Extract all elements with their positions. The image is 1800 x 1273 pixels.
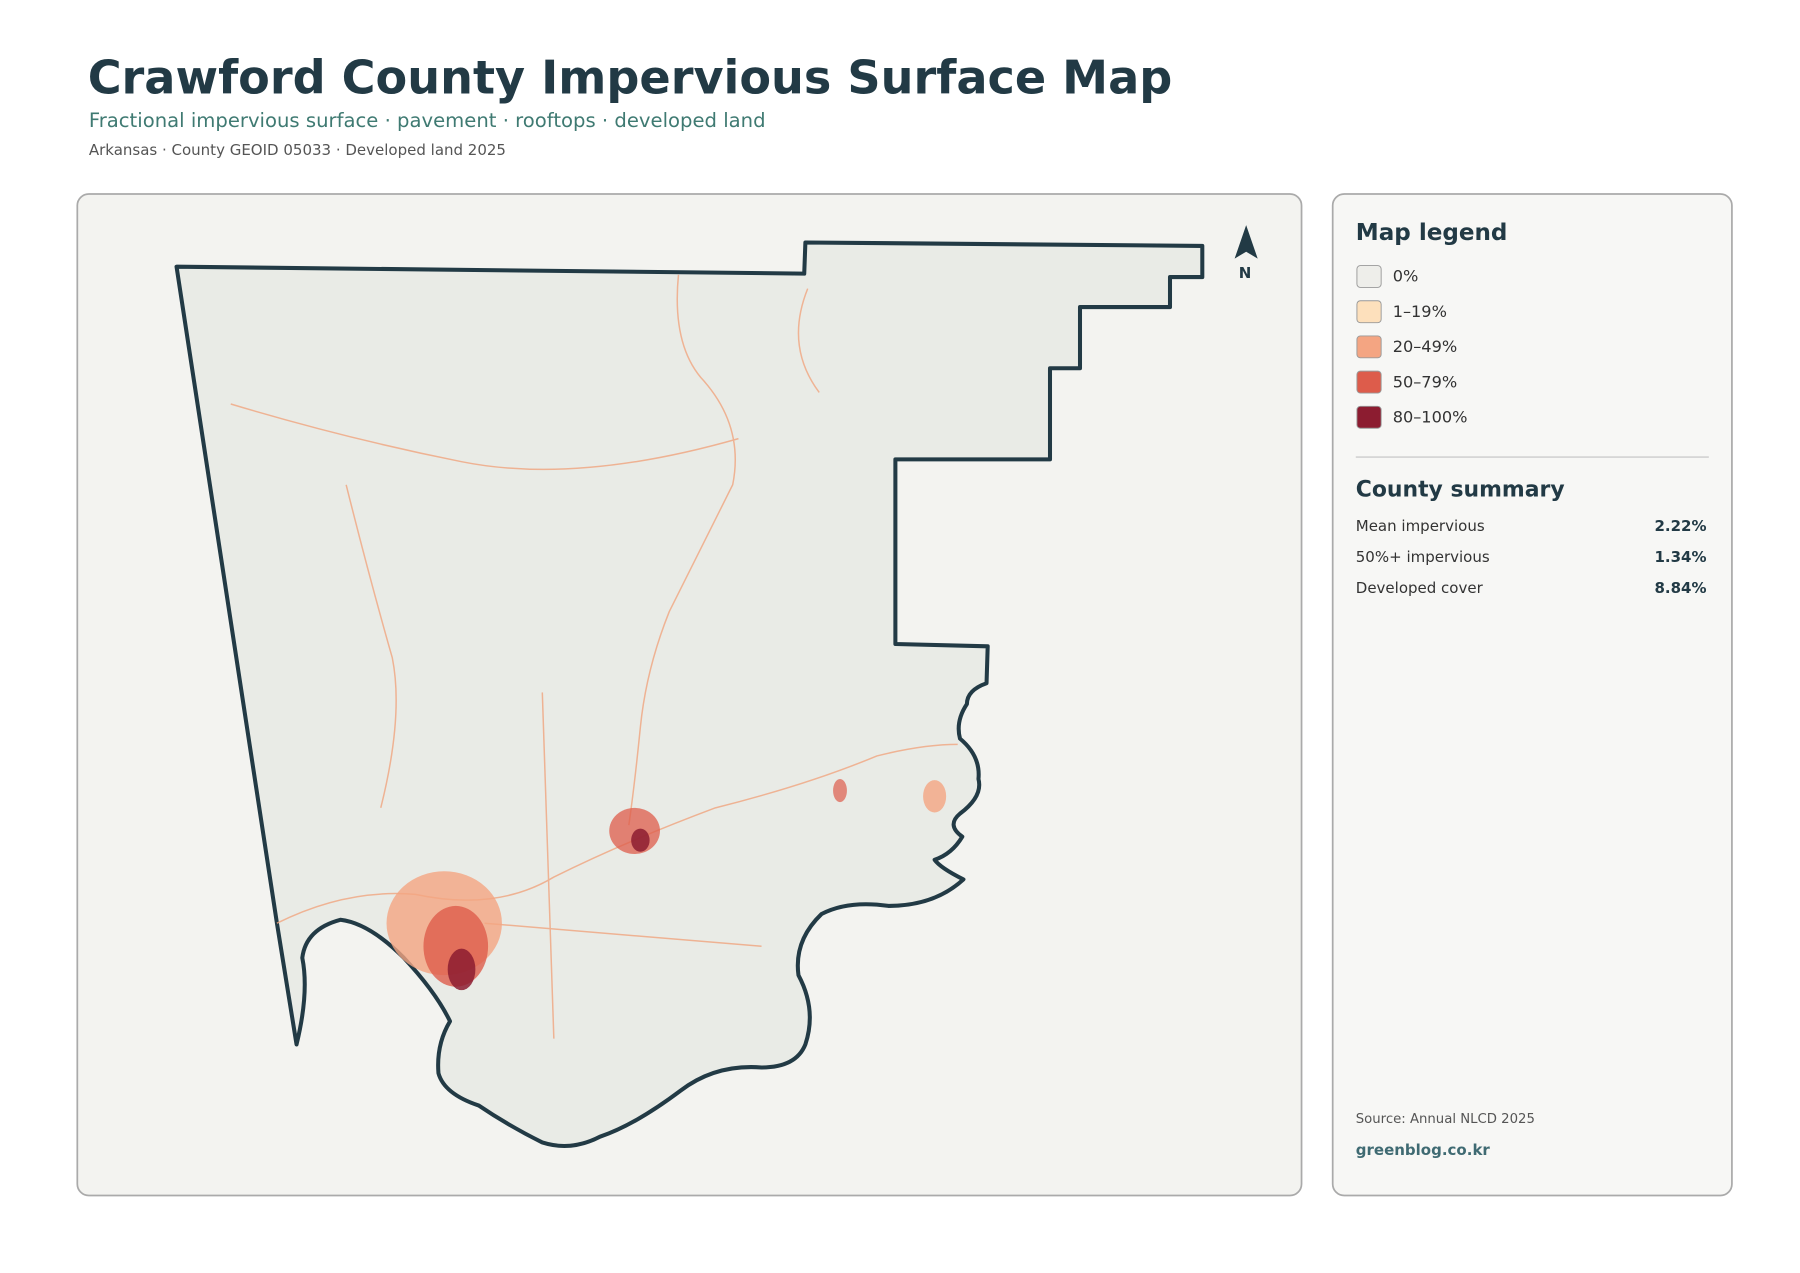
- legend-label: 20–49%: [1393, 337, 1457, 356]
- legend-swatch: [1356, 335, 1382, 359]
- legend-items: 0% 1–19% 20–49% 50–79% 80–100%: [1356, 265, 1468, 429]
- summary-value: 2.22%: [1654, 517, 1706, 535]
- summary-label: 50%+ impervious: [1356, 548, 1490, 566]
- legend-swatch: [1356, 300, 1382, 324]
- legend-swatch: [1356, 370, 1382, 394]
- source: Source: Annual NLCD 2025: [1356, 1112, 1535, 1127]
- subtitle: Fractional impervious surface · pavement…: [89, 109, 766, 132]
- north-label: N: [1239, 264, 1252, 282]
- legend-panel: [1331, 193, 1733, 1197]
- summary-items: Mean impervious 2.22% 50%+ impervious 1.34%…: [1356, 517, 1707, 597]
- legend-label: 50–79%: [1393, 372, 1457, 391]
- legend-label: 0%: [1393, 267, 1419, 286]
- legend-title: Map legend: [1356, 220, 1508, 246]
- summary-title: County summary: [1356, 477, 1565, 502]
- legend-swatch: [1356, 265, 1382, 288]
- summary-value: 8.84%: [1654, 579, 1706, 597]
- legend-swatch: [1356, 405, 1382, 429]
- legend-label: 80–100%: [1393, 407, 1468, 426]
- urban-areas: [386, 779, 947, 991]
- title: Crawford County Impervious Surface Map: [88, 51, 1173, 105]
- summary-label: Mean impervious: [1356, 517, 1485, 535]
- site: greenblog.co.kr: [1356, 1141, 1491, 1159]
- summary-label: Developed cover: [1356, 579, 1484, 597]
- summary-value: 1.34%: [1654, 548, 1706, 566]
- meta: Arkansas · County GEOID 05033 · Develope…: [89, 141, 506, 159]
- legend-label: 1–19%: [1393, 302, 1447, 321]
- north-arrow: N: [1234, 225, 1258, 282]
